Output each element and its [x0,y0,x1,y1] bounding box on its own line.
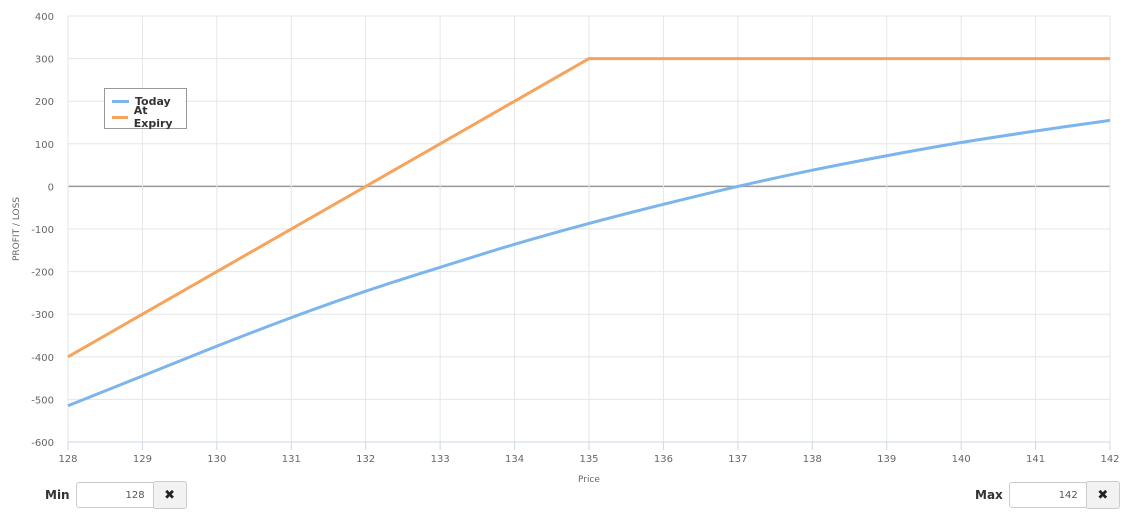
legend-swatch [112,99,129,103]
x-tick-label: 135 [579,454,598,465]
min-label: Min [45,488,70,502]
x-tick-label: 137 [728,454,747,465]
x-tick-label: 131 [282,454,301,465]
series-line-today [67,118,1111,408]
x-tick-label: 132 [356,454,375,465]
max-label: Max [975,488,1003,502]
x-axis-title: Price [578,475,600,485]
series-line-at-expiry [67,57,1110,359]
y-tick-label: -100 [31,225,54,236]
x-tick-label: 140 [952,454,971,465]
min-control: Min ✖ [45,481,187,509]
y-tick-label: 300 [35,55,54,66]
x-tick-label: 129 [133,454,152,465]
x-tick-label: 138 [803,454,822,465]
legend-label: Today [135,94,171,108]
min-clear-button[interactable]: ✖ [153,481,187,509]
y-tick-label: -500 [31,395,54,406]
x-tick-label: 130 [207,454,226,465]
min-input[interactable] [75,482,154,508]
y-tick-label: 0 [48,182,54,193]
y-tick-label: 200 [35,97,54,108]
x-tick-label: 136 [654,454,673,465]
max-clear-button[interactable]: ✖ [1086,481,1120,509]
y-axis-title: PROFIT / LOSS [12,197,22,261]
x-tick-label: 133 [431,454,450,465]
x-tick-label: 142 [1100,454,1119,465]
y-tick-label: -300 [31,310,54,321]
legend-item-expiry[interactable]: At Expiry [112,104,186,130]
legend-swatch [112,115,128,119]
max-control: Max ✖ [975,481,1120,509]
y-tick-label: -400 [31,353,54,364]
x-tick-label: 134 [505,454,524,465]
y-tick-label: -200 [31,268,54,279]
close-icon: ✖ [1097,487,1109,503]
y-tick-label: 100 [35,140,54,151]
close-icon: ✖ [164,487,176,503]
x-tick-label: 139 [877,454,896,465]
max-input[interactable] [1008,482,1087,508]
legend-item-today[interactable]: Today [112,93,186,109]
legend-label: At Expiry [133,104,173,130]
legend: Today At Expiry [104,88,187,130]
x-tick-label: 128 [58,454,77,465]
y-tick-label: -600 [31,438,54,449]
y-tick-label: 400 [35,12,54,23]
x-tick-label: 141 [1026,454,1045,465]
